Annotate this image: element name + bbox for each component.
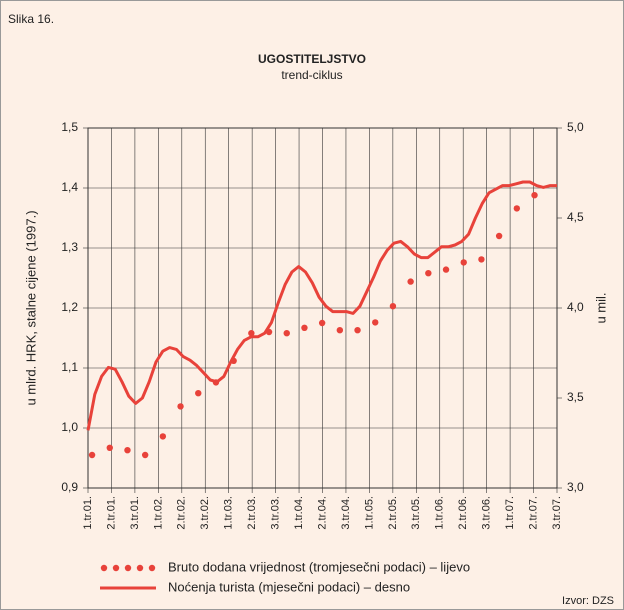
data-dot — [336, 327, 344, 334]
x-tick-label: 3.tr.03. — [270, 496, 282, 530]
data-dot — [141, 451, 149, 459]
data-dot — [531, 192, 538, 199]
y-tick-label: 1,2 — [61, 300, 78, 314]
x-tick-label: 1.tr.06. — [434, 496, 446, 530]
data-dot — [460, 259, 467, 266]
x-tick-label: 2.tr.07. — [527, 496, 539, 530]
x-tick-label: 2.tr.06. — [457, 496, 469, 530]
x-tick-label: 3.tr.06. — [481, 496, 493, 530]
data-dot — [425, 270, 432, 277]
data-dot — [195, 390, 202, 397]
chart-subtitle: trend-ciklus — [281, 68, 342, 82]
x-tick-label: 3.tr.05. — [410, 496, 422, 530]
x-tick-label: 2.tr.04. — [316, 496, 328, 530]
legend-dot — [136, 564, 144, 572]
legend-dot — [112, 564, 120, 572]
x-tick-label: 1.tr.02. — [152, 496, 164, 530]
data-dot — [442, 266, 450, 273]
data-dot — [495, 232, 503, 240]
x-tick-label: 3.tr.02. — [199, 496, 211, 530]
data-dot — [372, 319, 379, 326]
chart-title: UGOSTITELJSTVO — [258, 52, 366, 66]
x-tick-label: 2.tr.03. — [246, 496, 258, 530]
data-dot — [248, 330, 255, 337]
y-tick-label: 1,4 — [61, 180, 78, 194]
y-tick-label: 1,0 — [61, 420, 78, 434]
data-dot — [177, 403, 184, 410]
x-tick-label: 1.tr.03. — [223, 496, 235, 530]
data-dot — [318, 319, 326, 327]
y-tick-label: 0,9 — [61, 480, 78, 494]
x-tick-label: 3.tr.01. — [129, 496, 141, 530]
data-dot — [159, 433, 167, 440]
data-dot — [513, 205, 521, 212]
y2-axis-label: u mil. — [593, 292, 608, 323]
data-dot — [478, 256, 485, 263]
legend-label: Noćenja turista (mjesečni podaci) – desn… — [168, 579, 410, 594]
data-dot — [283, 330, 290, 337]
y-tick-label: 1,5 — [61, 120, 78, 134]
y2-tick-label: 3,5 — [567, 390, 584, 404]
legend-dot — [124, 564, 132, 572]
legend-label: Bruto dodana vrijednost (tromjesečni pod… — [168, 559, 470, 574]
figure-label: Slika 16. — [8, 12, 54, 26]
y-tick-label: 1,3 — [61, 240, 78, 254]
data-dot — [354, 327, 361, 334]
data-dot — [124, 447, 131, 454]
x-tick-label: 2.tr.01. — [105, 496, 117, 530]
x-tick-label: 2.tr.02. — [176, 496, 188, 530]
x-tick-label: 1.tr.05. — [363, 496, 375, 530]
legend-dot — [100, 564, 108, 572]
x-tick-label: 3.tr.07. — [551, 496, 563, 530]
x-tick-label: 3.tr.04. — [340, 496, 352, 530]
y-axis-label: u mlrd. HRK, stalne cijene (1997.) — [23, 210, 38, 405]
data-dot — [407, 278, 414, 285]
y2-tick-label: 5,0 — [567, 120, 584, 134]
y2-tick-label: 4,0 — [567, 300, 584, 314]
legend-dot — [148, 564, 156, 572]
data-line — [86, 180, 557, 431]
x-tick-label: 2.tr.05. — [387, 496, 399, 530]
x-tick-label: 1.tr.07. — [504, 496, 516, 530]
data-dot — [301, 324, 308, 331]
x-tick-label: 1.tr.01. — [82, 496, 94, 530]
y2-tick-label: 4,5 — [567, 210, 584, 224]
data-dot — [389, 303, 397, 310]
data-dot — [106, 444, 113, 451]
source: Izvor: DZS — [562, 595, 614, 607]
x-tick-label: 1.tr.04. — [293, 496, 305, 530]
data-dot — [88, 451, 96, 459]
y2-tick-label: 3,0 — [567, 480, 584, 494]
y-tick-label: 1,1 — [61, 360, 78, 374]
